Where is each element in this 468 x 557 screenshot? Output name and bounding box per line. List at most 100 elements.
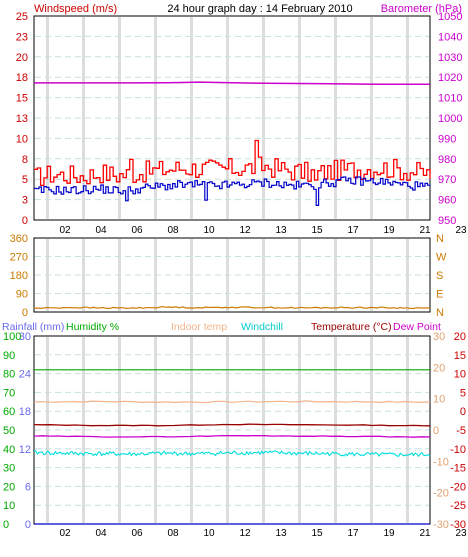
legend-temperature: Temperature (°C) — [311, 321, 392, 333]
windspeed-tick-label-9: 23 — [16, 31, 28, 43]
temperature-x-tick-7: 15 — [311, 528, 323, 539]
indoor-temp-tick-label-5: 20 — [433, 362, 445, 374]
barometer-tick-label-5: 1000 — [438, 113, 462, 125]
wind-x-tick-0: 02 — [59, 225, 71, 236]
temperature-x-tick-10: 21 — [419, 528, 431, 539]
indoor-temp-tick-label-0: -30 — [433, 519, 449, 531]
temperature-panel-frame — [33, 335, 431, 525]
temperature-x-tick-3: 08 — [167, 528, 179, 539]
windspeed-tick-label-6: 15 — [16, 93, 28, 105]
barometer-tick-label-10: 1050 — [438, 11, 462, 23]
legend-humidity: Humidity % — [66, 321, 119, 333]
windspeed-tick-label-3: 8 — [22, 154, 28, 166]
wind-panel: 0 3 5 8 10 13 15 18 20 23 25 950 960 970 980 990 1000 10… — [16, 11, 467, 236]
wind-x-tick-8: 17 — [347, 225, 359, 236]
direction-compass-tick-label-3: W — [436, 252, 447, 264]
humidity-tick-label-10: 100 — [3, 331, 21, 343]
legend-windchill: Windchill — [241, 321, 283, 333]
temperature-x-tick-5: 12 — [239, 528, 251, 539]
direction-degrees-tick-label-2: 180 — [10, 270, 28, 282]
rainfall-tick-label-0: 0 — [25, 519, 31, 531]
barometer-tick-label-8: 1030 — [438, 52, 462, 64]
windspeed-tick-label-1: 3 — [22, 195, 28, 207]
temperature-tick-label-7: 5 — [460, 387, 466, 399]
barometer-tick-label-6: 1010 — [438, 93, 462, 105]
indoor-temp-line — [33, 400, 431, 404]
wind-x-tick-6: 13 — [275, 225, 287, 236]
temperature-tick-label-6: 0 — [460, 406, 466, 418]
temperature-tick-label-4: -10 — [450, 444, 466, 456]
wind-x-tick-11: 23 — [455, 225, 467, 236]
rainfall-tick-label-3: 18 — [19, 406, 31, 418]
humidity-tick-label-2: 20 — [3, 481, 15, 493]
direction-compass-tick-label-2: S — [436, 270, 443, 282]
windspeed-tick-label-10: 25 — [16, 11, 28, 23]
temperature-tick-label-9: 15 — [454, 350, 466, 362]
humidity-tick-label-1: 10 — [3, 500, 15, 512]
direction-degrees-tick-label-3: 270 — [10, 252, 28, 264]
dew-point-line — [33, 434, 431, 438]
humidity-tick-label-3: 30 — [3, 463, 15, 475]
rainfall-tick-label-4: 24 — [19, 369, 31, 381]
temperature-x-tick-8: 17 — [347, 528, 359, 539]
wind-gust-line — [34, 139, 431, 187]
temperature-tick-label-3: -15 — [450, 463, 466, 475]
temperature-x-tick-9: 19 — [383, 528, 395, 539]
indoor-temp-tick-label-2: -10 — [433, 456, 449, 468]
temperature-tick-label-10: 20 — [454, 331, 466, 343]
indoor-temp-tick-label-6: 30 — [433, 331, 445, 343]
wind-average-line — [34, 176, 431, 206]
temperature-x-tick-2: 06 — [131, 528, 143, 539]
humidity-tick-label-8: 80 — [3, 369, 15, 381]
temperature-x-tick-0: 02 — [59, 528, 71, 539]
wind-direction-line — [33, 305, 431, 310]
direction-degrees-tick-label-0: 0 — [22, 307, 28, 319]
barometer-tick-label-1: 960 — [438, 195, 456, 207]
temperature-tick-label-8: 10 — [454, 369, 466, 381]
barometer-tick-label-2: 970 — [438, 174, 456, 186]
temperature-tick-label-1: -25 — [450, 500, 466, 512]
direction-compass-tick-label-1: E — [436, 289, 443, 301]
wind-x-tick-7: 15 — [311, 225, 323, 236]
rainfall-tick-label-5: 30 — [19, 331, 31, 343]
windspeed-tick-label-5: 13 — [16, 113, 28, 125]
direction-degrees-tick-label-4: 360 — [10, 233, 28, 245]
temperature-x-tick-6: 13 — [275, 528, 287, 539]
windspeed-tick-label-8: 20 — [16, 52, 28, 64]
barometer-line — [34, 81, 430, 86]
graph-title: 24 hour graph day : 14 February 2010 — [167, 3, 352, 15]
windchill-line — [33, 449, 431, 458]
wind-x-tick-4: 10 — [203, 225, 215, 236]
wind-x-tick-5: 12 — [239, 225, 251, 236]
barometer-tick-label-3: 980 — [438, 154, 456, 166]
direction-compass-tick-label-0: N — [436, 307, 444, 319]
legend-indoor-temp: Indoor temp — [171, 321, 227, 333]
barometer-tick-label-9: 1040 — [438, 31, 462, 43]
temperature-legend: Rainfall (mm) Humidity % Indoor temp Win… — [2, 321, 441, 333]
wind-x-tick-3: 08 — [167, 225, 179, 236]
direction-degrees-tick-label-1: 90 — [16, 289, 28, 301]
wind-x-tick-1: 04 — [95, 225, 107, 236]
barometer-axis-title: Barometer (hPa) — [381, 3, 462, 15]
rainfall-tick-label-2: 12 — [19, 444, 31, 456]
humidity-tick-label-5: 50 — [3, 425, 15, 437]
temperature-x-tick-11: 23 — [455, 528, 467, 539]
windspeed-tick-label-2: 5 — [22, 174, 28, 186]
temperature-line — [33, 423, 431, 427]
wind-x-tick-9: 19 — [383, 225, 395, 236]
temperature-tick-label-0: -30 — [450, 519, 466, 531]
windspeed-axis-title: Windspeed (m/s) — [34, 3, 117, 15]
direction-compass-tick-label-4: N — [436, 233, 444, 245]
temperature-x-tick-4: 10 — [203, 528, 215, 539]
humidity-tick-label-4: 40 — [3, 444, 15, 456]
wind-x-tick-2: 06 — [131, 225, 143, 236]
indoor-temp-tick-label-3: 0 — [433, 425, 439, 437]
rainfall-tick-label-1: 6 — [25, 481, 31, 493]
humidity-tick-label-9: 90 — [3, 350, 15, 362]
barometer-tick-label-7: 1020 — [438, 72, 462, 84]
barometer-tick-label-0: 950 — [438, 215, 456, 227]
windspeed-tick-label-0: 0 — [22, 215, 28, 227]
